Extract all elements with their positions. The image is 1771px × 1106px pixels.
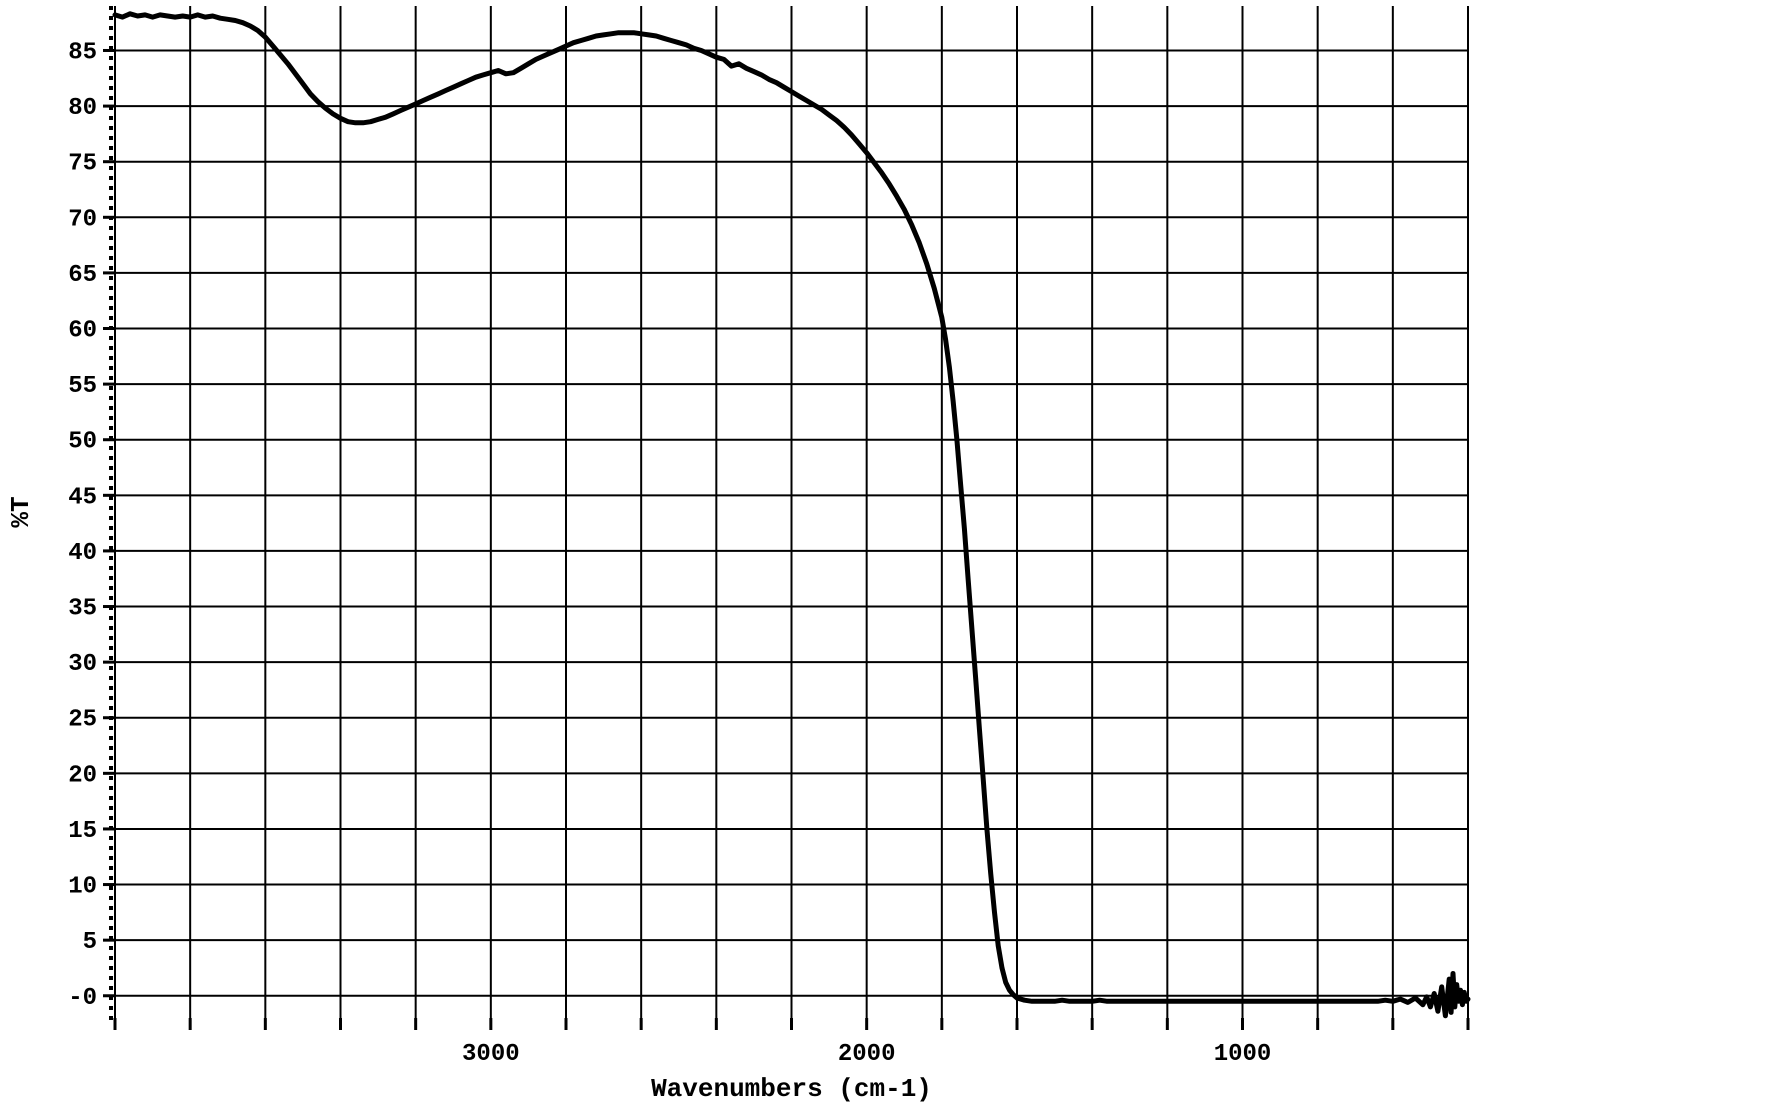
y-tick-label: 5 bbox=[83, 929, 97, 956]
y-tick-label: 55 bbox=[68, 373, 97, 400]
y-tick-label: -0 bbox=[68, 985, 97, 1012]
y-tick-label: 45 bbox=[68, 484, 97, 511]
y-tick-label: 50 bbox=[68, 429, 97, 456]
y-axis-label: %T bbox=[6, 496, 36, 527]
y-tick-label: 35 bbox=[68, 596, 97, 623]
y-tick-label: 40 bbox=[68, 540, 97, 567]
y-tick-label: 65 bbox=[68, 262, 97, 289]
x-tick-label: 3000 bbox=[462, 1041, 520, 1068]
y-tick-label: 60 bbox=[68, 318, 97, 345]
y-tick-label: 10 bbox=[68, 874, 97, 901]
y-tick-label: 85 bbox=[68, 39, 97, 66]
y-tick-label: 30 bbox=[68, 651, 97, 678]
x-tick-label: 1000 bbox=[1214, 1041, 1272, 1068]
y-tick-label: 75 bbox=[68, 151, 97, 178]
chart-svg: -0 5 10 15 20 25 30 35 40 45 50 55 60 65 70 75 80 85 3000 2… bbox=[0, 0, 1771, 1106]
x-tick-label: 2000 bbox=[838, 1041, 896, 1068]
ir-spectrum-chart: -0 5 10 15 20 25 30 35 40 45 50 55 60 65 70 75 80 85 3000 2… bbox=[0, 0, 1771, 1106]
y-tick-label: 70 bbox=[68, 206, 97, 233]
y-tick-label: 25 bbox=[68, 707, 97, 734]
x-axis-label: Wavenumbers (cm-1) bbox=[651, 1074, 932, 1104]
y-tick-label: 20 bbox=[68, 762, 97, 789]
y-tick-label: 15 bbox=[68, 818, 97, 845]
y-tick-label: 80 bbox=[68, 95, 97, 122]
